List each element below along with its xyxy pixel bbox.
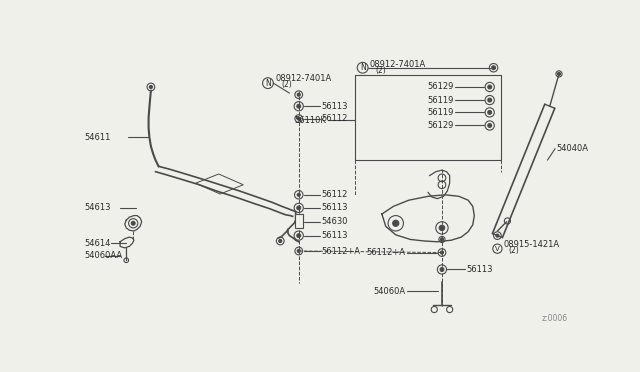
Text: 54630: 54630	[322, 217, 348, 226]
Text: 56113: 56113	[467, 265, 493, 274]
Circle shape	[297, 234, 301, 238]
Circle shape	[488, 85, 492, 89]
Text: 56113: 56113	[322, 231, 348, 240]
Text: 54060A: 54060A	[374, 286, 406, 295]
Text: 54614: 54614	[84, 239, 110, 248]
Circle shape	[297, 104, 301, 108]
Circle shape	[297, 117, 300, 120]
Circle shape	[297, 93, 300, 96]
Text: 54060AA: 54060AA	[84, 251, 122, 260]
Circle shape	[488, 124, 492, 128]
Bar	[295, 214, 303, 228]
Text: (2): (2)	[282, 80, 292, 89]
Text: 56112+A: 56112+A	[322, 247, 361, 256]
Text: 56113: 56113	[322, 102, 348, 111]
Circle shape	[439, 225, 445, 231]
Text: (2): (2)	[508, 247, 519, 256]
Circle shape	[297, 206, 301, 210]
Circle shape	[297, 193, 300, 196]
Circle shape	[557, 73, 561, 76]
Circle shape	[440, 267, 444, 272]
Text: 56112: 56112	[322, 190, 348, 199]
Text: N: N	[360, 63, 365, 72]
Text: 56129: 56129	[427, 121, 454, 130]
Circle shape	[297, 250, 300, 253]
Text: 56119: 56119	[427, 96, 454, 105]
Circle shape	[492, 66, 495, 70]
Text: 56113: 56113	[322, 203, 348, 212]
Circle shape	[131, 221, 135, 225]
Text: 56112: 56112	[322, 114, 348, 123]
Text: 54040A: 54040A	[557, 144, 589, 153]
Text: 56110K: 56110K	[294, 116, 326, 125]
Text: 54613: 54613	[84, 203, 111, 212]
Text: 56129: 56129	[427, 83, 454, 92]
Circle shape	[496, 234, 499, 237]
Text: (2): (2)	[376, 66, 387, 75]
Text: 08912-7401A: 08912-7401A	[276, 74, 332, 83]
Text: 56112+A: 56112+A	[367, 248, 406, 257]
Text: V: V	[495, 246, 500, 252]
Text: 54611: 54611	[84, 132, 110, 141]
Circle shape	[488, 98, 492, 102]
Circle shape	[279, 240, 282, 243]
Text: 08912-7401A: 08912-7401A	[369, 60, 426, 69]
Text: z:0006: z:0006	[542, 314, 568, 323]
Text: 56119: 56119	[427, 108, 454, 117]
Circle shape	[440, 238, 444, 241]
Circle shape	[393, 220, 399, 226]
Circle shape	[488, 110, 492, 114]
Circle shape	[149, 86, 152, 89]
Text: N: N	[265, 78, 271, 88]
Circle shape	[440, 251, 444, 254]
Text: 08915-1421A: 08915-1421A	[504, 240, 560, 249]
Bar	[295, 214, 303, 228]
